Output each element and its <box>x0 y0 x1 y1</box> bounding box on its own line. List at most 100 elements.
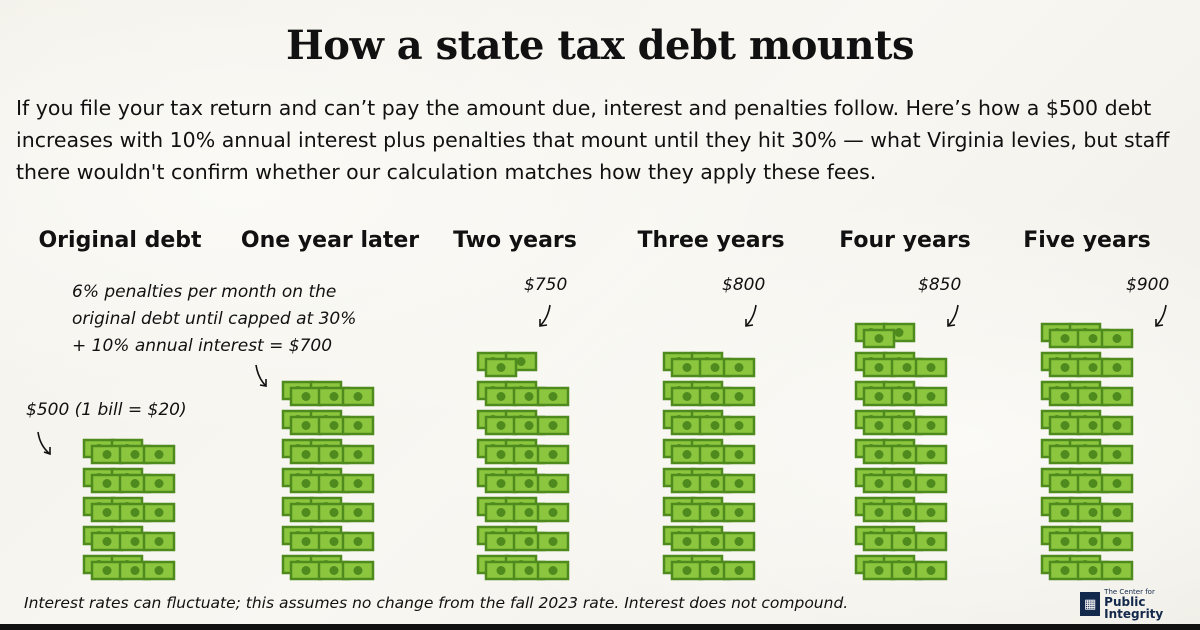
dollar-bill <box>118 560 152 581</box>
dollar-bill <box>862 386 896 407</box>
bill-row <box>854 351 948 378</box>
dollar-bill <box>90 502 124 523</box>
dollar-bill <box>341 560 375 581</box>
dollar-bill <box>484 357 518 378</box>
dollar-bill <box>914 473 948 494</box>
arrow-icon <box>255 364 267 387</box>
dollar-bill <box>90 560 124 581</box>
column-title: Five years <box>1023 228 1151 253</box>
dollar-bill <box>289 415 323 436</box>
dollar-bill <box>484 415 518 436</box>
dollar-bill <box>341 415 375 436</box>
dollar-bill <box>317 531 351 552</box>
bill-row <box>1040 467 1134 494</box>
note-line: 6% penalties per month on the <box>72 282 337 302</box>
bill-row <box>476 554 570 581</box>
bill-row <box>662 438 756 465</box>
arrow-icon <box>745 304 757 327</box>
dollar-bill <box>890 473 924 494</box>
dollar-bill <box>722 473 756 494</box>
dollar-bill <box>890 386 924 407</box>
dollar-bill <box>914 502 948 523</box>
bill-row <box>476 351 538 378</box>
dollar-bill <box>1048 328 1082 349</box>
dollar-bill <box>862 357 896 378</box>
dollar-bill <box>90 531 124 552</box>
dollar-bill <box>914 357 948 378</box>
dollar-bill <box>142 560 176 581</box>
bill-row <box>82 525 176 552</box>
dollar-bill <box>914 531 948 552</box>
dollar-bill <box>536 531 570 552</box>
bill-stack-3 <box>662 351 756 581</box>
dollar-bill <box>862 415 896 436</box>
bill-row <box>82 438 176 465</box>
bill-row <box>281 438 375 465</box>
arrow-icon <box>947 304 959 327</box>
dollar-bill <box>536 444 570 465</box>
dollar-bill <box>670 502 704 523</box>
dollar-bill <box>1048 415 1082 436</box>
dollar-bill <box>722 357 756 378</box>
dollar-bill <box>90 444 124 465</box>
dollar-bill <box>1100 560 1134 581</box>
dollar-bill <box>341 531 375 552</box>
bill-row <box>854 322 916 349</box>
dollar-bill <box>862 444 896 465</box>
bill-row <box>281 467 375 494</box>
bill-row <box>476 380 570 407</box>
bill-row <box>281 554 375 581</box>
dollar-bill <box>862 560 896 581</box>
dollar-bill <box>1076 415 1110 436</box>
bill-row <box>1040 438 1134 465</box>
bottom-border <box>0 624 1200 630</box>
dollar-bill <box>1048 386 1082 407</box>
dollar-bill <box>118 473 152 494</box>
bill-row <box>1040 322 1134 349</box>
dollar-bill <box>670 473 704 494</box>
dollar-bill <box>512 386 546 407</box>
dollar-bill <box>670 444 704 465</box>
bill-row <box>82 496 176 523</box>
bill-stack-2 <box>476 351 570 581</box>
dollar-bill <box>90 473 124 494</box>
dollar-bill <box>914 386 948 407</box>
note-line: + 10% annual interest = $700 <box>72 336 333 356</box>
bill-row <box>476 409 570 436</box>
bill-row <box>1040 380 1134 407</box>
arrow-icon <box>539 304 551 327</box>
bill-stack-4 <box>854 322 948 581</box>
bill-row <box>662 525 756 552</box>
bill-row <box>854 496 948 523</box>
value-label: $800 <box>722 275 766 295</box>
dollar-bill <box>862 531 896 552</box>
dollar-bill <box>1048 444 1082 465</box>
bill-row <box>1040 525 1134 552</box>
dollar-bill <box>484 531 518 552</box>
dollar-bill <box>670 415 704 436</box>
bill-row <box>1040 351 1134 378</box>
original-amount-label: $500 (1 bill = $20) <box>26 400 187 420</box>
dollar-bill <box>142 502 176 523</box>
dollar-bill <box>118 502 152 523</box>
dollar-bill <box>1100 531 1134 552</box>
column-title: Four years <box>839 228 971 253</box>
bill-row <box>662 409 756 436</box>
arrow-icon <box>1155 304 1167 327</box>
dollar-bill <box>142 444 176 465</box>
penalty-note: 6% penalties per month on the original d… <box>72 279 356 360</box>
dollar-bill <box>1100 502 1134 523</box>
bill-row <box>476 467 570 494</box>
dollar-bill <box>670 386 704 407</box>
bill-row <box>854 525 948 552</box>
dollar-bill <box>512 502 546 523</box>
dollar-bill <box>722 531 756 552</box>
dollar-bill <box>1100 415 1134 436</box>
bill-row <box>1040 409 1134 436</box>
logo-line: The Center for <box>1104 588 1155 596</box>
value-label: $900 <box>1126 275 1170 295</box>
dollar-bill <box>536 415 570 436</box>
dollar-bill <box>722 502 756 523</box>
dollar-bill <box>484 560 518 581</box>
